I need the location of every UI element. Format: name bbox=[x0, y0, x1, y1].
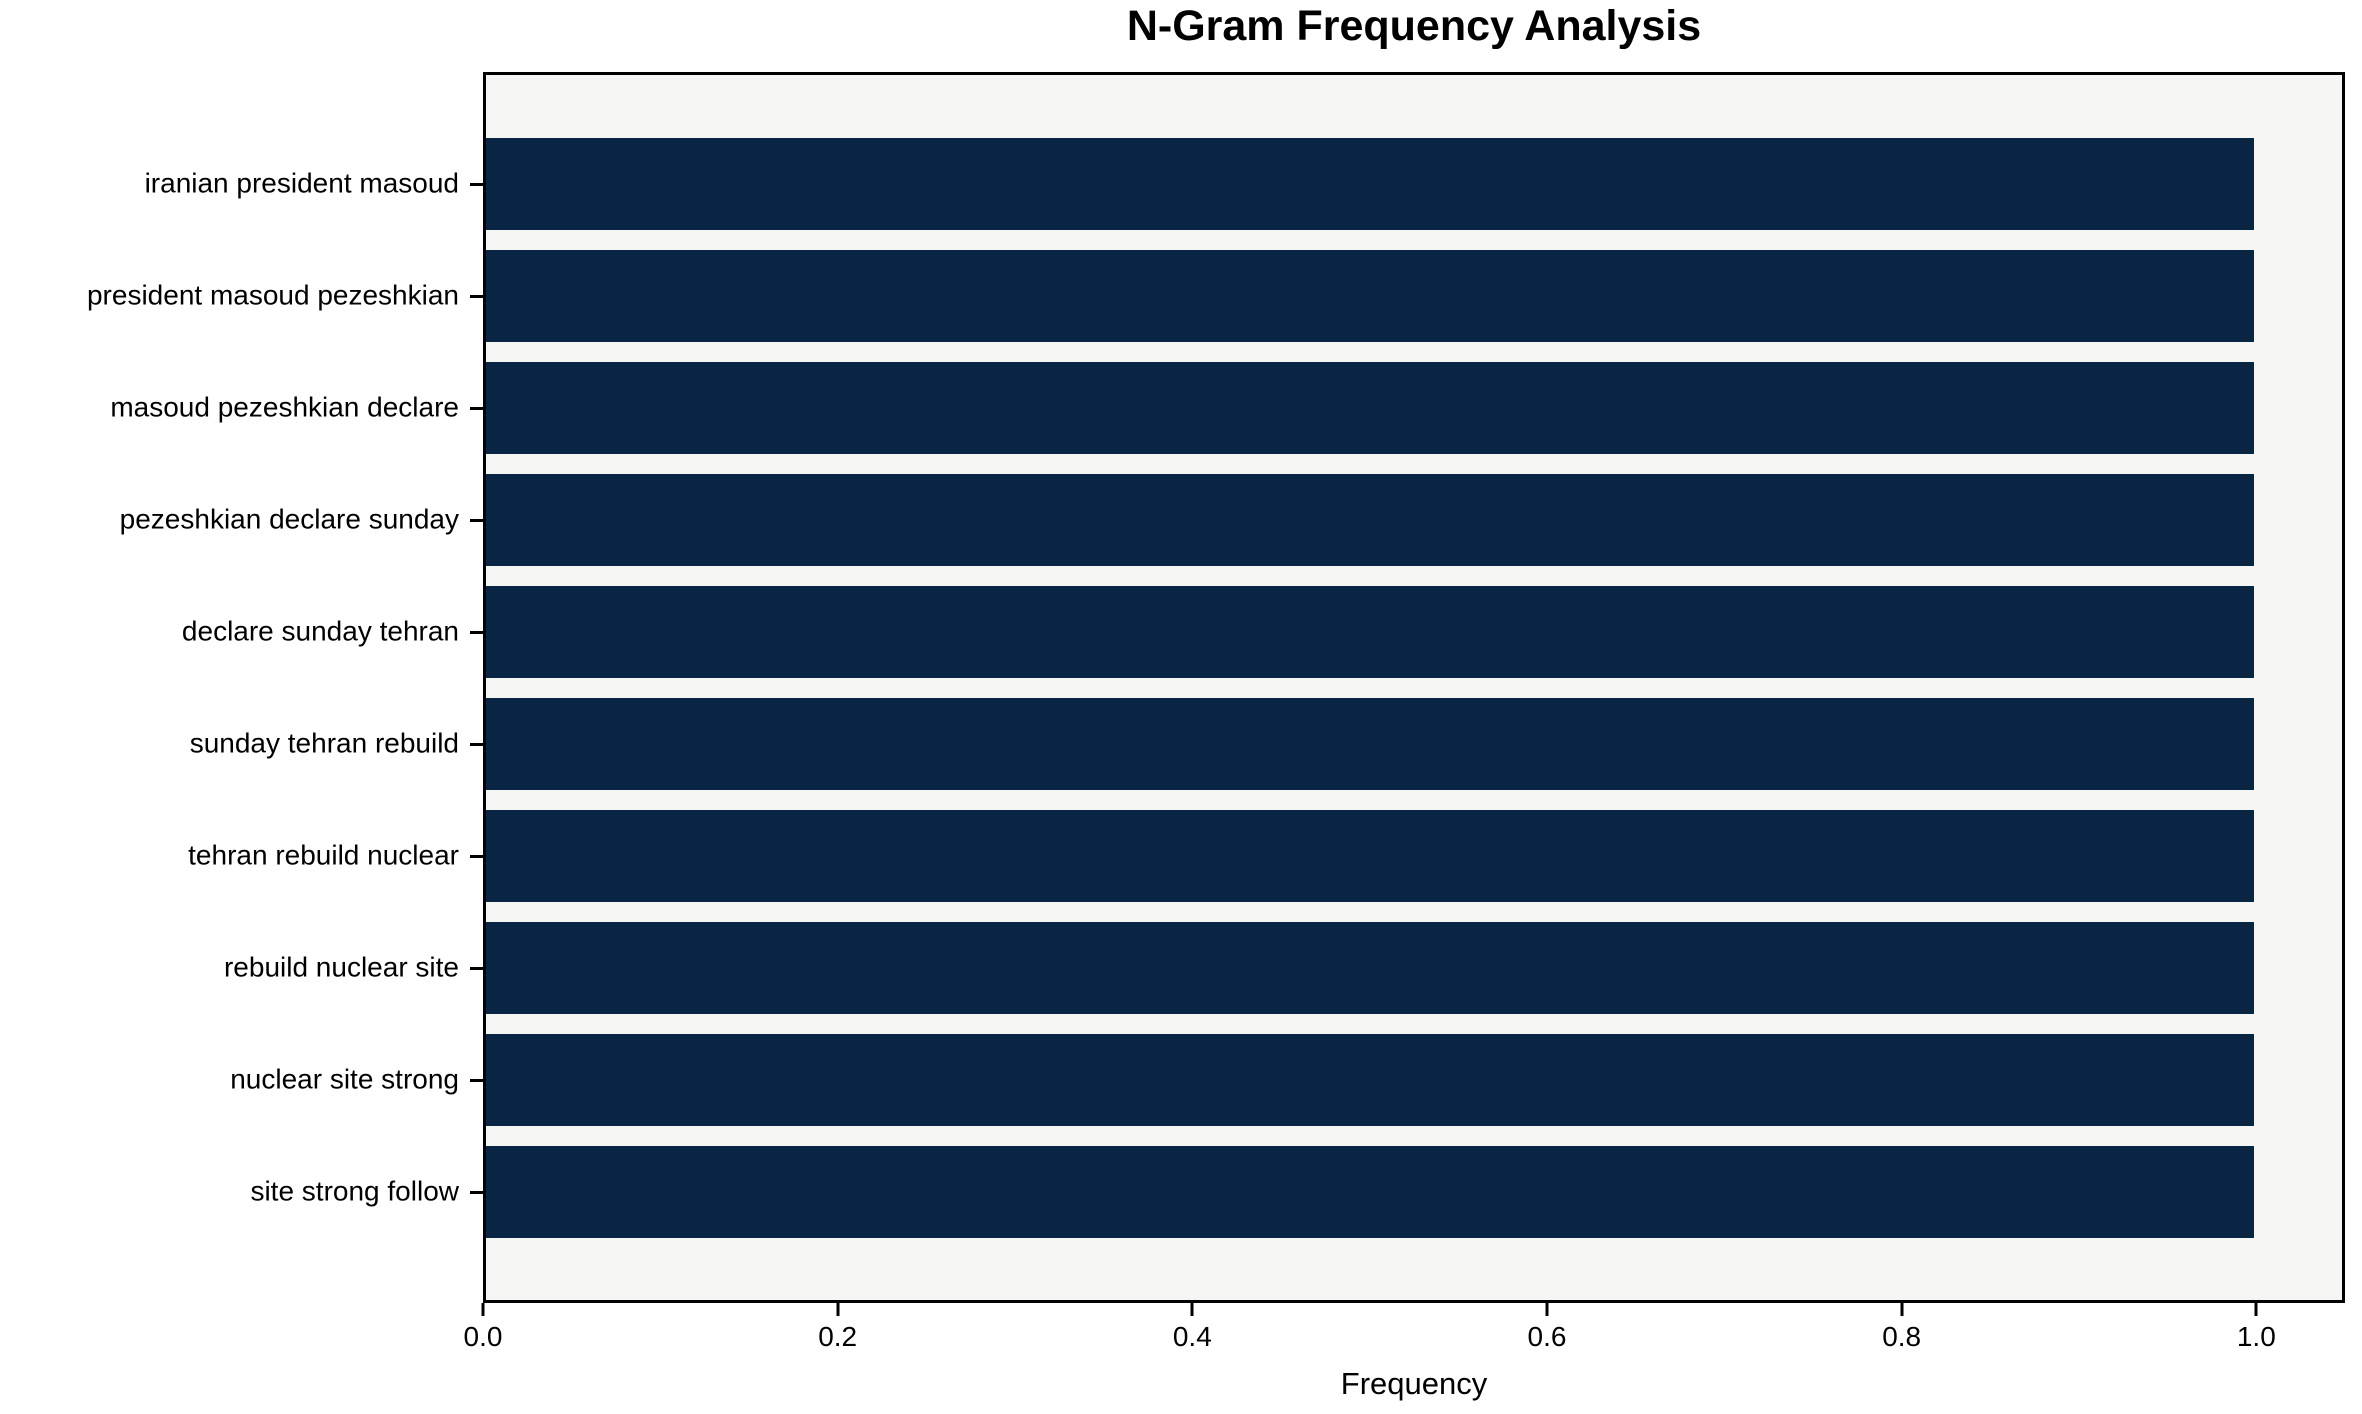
x-tick-label: 0.2 bbox=[818, 1321, 858, 1352]
bar-row: tehran rebuild nuclear bbox=[188, 800, 2342, 912]
bar bbox=[486, 250, 2254, 342]
x-tick-mark bbox=[2254, 1303, 2258, 1316]
bar bbox=[486, 1146, 2254, 1238]
bar bbox=[486, 922, 2254, 1014]
y-tick-mark bbox=[470, 407, 483, 410]
y-tick-label: president masoud pezeshkian bbox=[86, 279, 459, 311]
bar bbox=[486, 1034, 2254, 1126]
y-tick-label: sunday tehran rebuild bbox=[189, 727, 459, 759]
x-tick-label: 0.0 bbox=[463, 1321, 503, 1352]
y-tick-label: masoud pezeshkian declare bbox=[110, 391, 459, 423]
bar-row: president masoud pezeshkian bbox=[87, 240, 2342, 352]
y-tick-mark bbox=[470, 295, 483, 298]
x-tick-label: 0.6 bbox=[1527, 1321, 1567, 1352]
bar-row: sunday tehran rebuild bbox=[190, 688, 2342, 800]
bar bbox=[486, 586, 2254, 678]
x-axis-label: Frequency bbox=[1340, 1366, 1488, 1401]
x-tick-mark bbox=[836, 1303, 840, 1316]
y-tick-mark bbox=[470, 183, 483, 186]
x-tick-label: 0.4 bbox=[1172, 1321, 1212, 1352]
bar-row: site strong follow bbox=[250, 1136, 2342, 1248]
x-tick-mark bbox=[1545, 1303, 1549, 1316]
y-tick-mark bbox=[470, 967, 483, 970]
bar bbox=[486, 474, 2254, 566]
y-tick-label: iranian president masoud bbox=[144, 167, 459, 199]
bar-row: rebuild nuclear site bbox=[224, 912, 2342, 1024]
y-tick-label: tehran rebuild nuclear bbox=[188, 839, 459, 871]
bar bbox=[486, 362, 2254, 454]
bar-row: pezeshkian declare sunday bbox=[120, 464, 2342, 576]
y-tick-label: rebuild nuclear site bbox=[223, 951, 459, 983]
y-tick-mark bbox=[470, 743, 483, 746]
bar bbox=[486, 698, 2254, 790]
chart-title: N-Gram Frequency Analysis bbox=[1126, 2, 1702, 50]
y-tick-mark bbox=[470, 1191, 483, 1194]
x-tick-mark bbox=[481, 1303, 485, 1316]
x-tick-label: 0.8 bbox=[1882, 1321, 1922, 1352]
plot-area: iranian president masoud president masoud… bbox=[87, 72, 2345, 1303]
bars-container: iranian president masoud president masoud… bbox=[87, 75, 2342, 1300]
x-tick-mark bbox=[1900, 1303, 1904, 1316]
bar bbox=[486, 138, 2254, 230]
y-tick-mark bbox=[470, 519, 483, 522]
y-tick-mark bbox=[470, 855, 483, 858]
bar-row: masoud pezeshkian declare bbox=[110, 352, 2342, 464]
y-tick-label: site strong follow bbox=[250, 1175, 459, 1207]
bar-row: iranian president masoud bbox=[145, 128, 2342, 240]
x-axis-ticks: 0.0 0.2 0.4 0.6 0.8 1.0 bbox=[464, 1303, 2345, 1363]
x-tick-label: 1.0 bbox=[2236, 1321, 2276, 1352]
bar bbox=[486, 810, 2254, 902]
y-tick-label: pezeshkian declare sunday bbox=[119, 503, 459, 535]
y-tick-label: declare sunday tehran bbox=[181, 615, 459, 647]
bar-row: declare sunday tehran bbox=[182, 576, 2342, 688]
y-tick-label: nuclear site strong bbox=[230, 1063, 459, 1095]
x-tick-mark bbox=[1190, 1303, 1194, 1316]
y-tick-mark bbox=[470, 631, 483, 634]
bar-row: nuclear site strong bbox=[230, 1024, 2342, 1136]
y-tick-mark bbox=[470, 1079, 483, 1082]
